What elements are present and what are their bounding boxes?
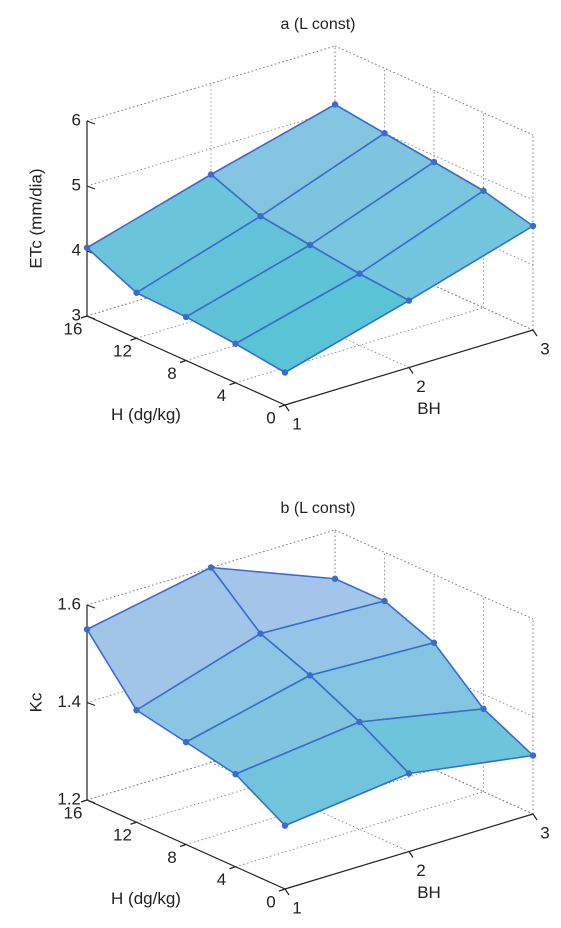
surface-vertex xyxy=(232,770,239,778)
x-tick-label: 3 xyxy=(540,339,549,358)
surface-vertex xyxy=(232,340,239,347)
z-tick xyxy=(86,315,96,320)
surface-vertex xyxy=(182,738,190,746)
surface-vertex xyxy=(207,564,215,571)
y-axis-label: H (dg/kg) xyxy=(111,889,181,908)
z-tick xyxy=(86,185,96,190)
y-tick xyxy=(130,337,137,341)
surface-vertex xyxy=(356,270,363,277)
surface-vertex xyxy=(529,752,537,759)
y-tick xyxy=(130,821,137,825)
x-tick xyxy=(532,329,538,337)
x-tick xyxy=(532,813,538,821)
z-tick xyxy=(86,799,96,804)
x-tick xyxy=(284,404,290,412)
z-tick-label: 6 xyxy=(72,110,81,129)
y-tick xyxy=(179,359,187,364)
y-tick-label: 16 xyxy=(64,319,83,338)
surface-vertex xyxy=(83,244,91,251)
surface-vertex xyxy=(133,706,140,714)
z-tick-label: 4 xyxy=(72,240,81,259)
surface-vertex xyxy=(480,187,487,194)
z-tick-label: 3 xyxy=(72,305,81,324)
surface-vertex xyxy=(182,313,190,321)
chart-title: b (L const) xyxy=(281,500,356,517)
x-tick-label: 2 xyxy=(416,861,425,880)
y-tick-label: 4 xyxy=(217,870,226,889)
surface-vertex xyxy=(430,639,438,646)
surface-vertex xyxy=(133,289,140,296)
x-tick xyxy=(284,888,290,896)
z-axis-label: Kc xyxy=(26,692,45,712)
z-tick xyxy=(86,701,96,707)
surface-vertex xyxy=(207,171,215,178)
z-tick-label: 1.4 xyxy=(57,692,81,711)
grid-line xyxy=(334,529,534,620)
surface-vertex xyxy=(281,369,289,376)
y-tick xyxy=(229,866,236,870)
surface-vertex xyxy=(257,213,264,220)
grid-line xyxy=(334,45,534,136)
surface-vertex xyxy=(281,822,289,829)
y-tick-label: 16 xyxy=(64,803,83,822)
surface-vertex xyxy=(480,705,487,713)
x-tick xyxy=(408,851,414,858)
surface-vertex xyxy=(306,672,314,679)
z-tick xyxy=(86,604,96,609)
surface-vertex xyxy=(430,158,438,166)
z-tick-label: 5 xyxy=(72,175,81,194)
y-tick-label: 4 xyxy=(217,386,226,405)
x-tick-label: 2 xyxy=(416,377,425,396)
y-tick-label: 12 xyxy=(113,826,132,845)
y-tick-label: 8 xyxy=(167,364,176,383)
y-tick-label: 0 xyxy=(266,408,275,427)
surface-vertex xyxy=(405,297,413,304)
surface-vertex xyxy=(331,575,339,582)
surface-vertex xyxy=(405,770,413,777)
y-tick xyxy=(229,382,236,386)
x-tick xyxy=(408,367,414,374)
z-tick xyxy=(86,120,96,125)
surface-vertex xyxy=(381,130,388,137)
surface-vertex xyxy=(306,241,314,249)
y-tick-label: 12 xyxy=(113,342,132,361)
surface-vertex xyxy=(529,222,537,230)
x-tick-label: 1 xyxy=(292,898,301,917)
z-axis-label: ETc (mm/dia) xyxy=(26,168,45,268)
y-tick xyxy=(80,315,88,319)
y-tick xyxy=(278,888,286,892)
chart-title: a (L const) xyxy=(281,16,356,33)
x-tick-label: 1 xyxy=(292,414,301,433)
surface-vertex xyxy=(381,597,388,605)
y-tick-label: 8 xyxy=(167,848,176,867)
y-tick xyxy=(278,404,286,408)
surface-vertex xyxy=(83,626,91,633)
x-axis-label: BH xyxy=(417,883,441,902)
y-axis-label: H (dg/kg) xyxy=(111,405,181,424)
y-tick-label: 0 xyxy=(266,892,275,911)
surface-vertex xyxy=(331,101,339,108)
surface-vertex xyxy=(257,630,264,637)
z-tick-label: 1.6 xyxy=(57,594,81,613)
y-tick xyxy=(80,799,88,803)
z-tick-label: 1.2 xyxy=(57,789,81,808)
x-axis-label: BH xyxy=(417,399,441,418)
surface-vertex xyxy=(356,718,363,726)
x-tick-label: 3 xyxy=(540,823,549,842)
y-tick xyxy=(179,843,187,848)
